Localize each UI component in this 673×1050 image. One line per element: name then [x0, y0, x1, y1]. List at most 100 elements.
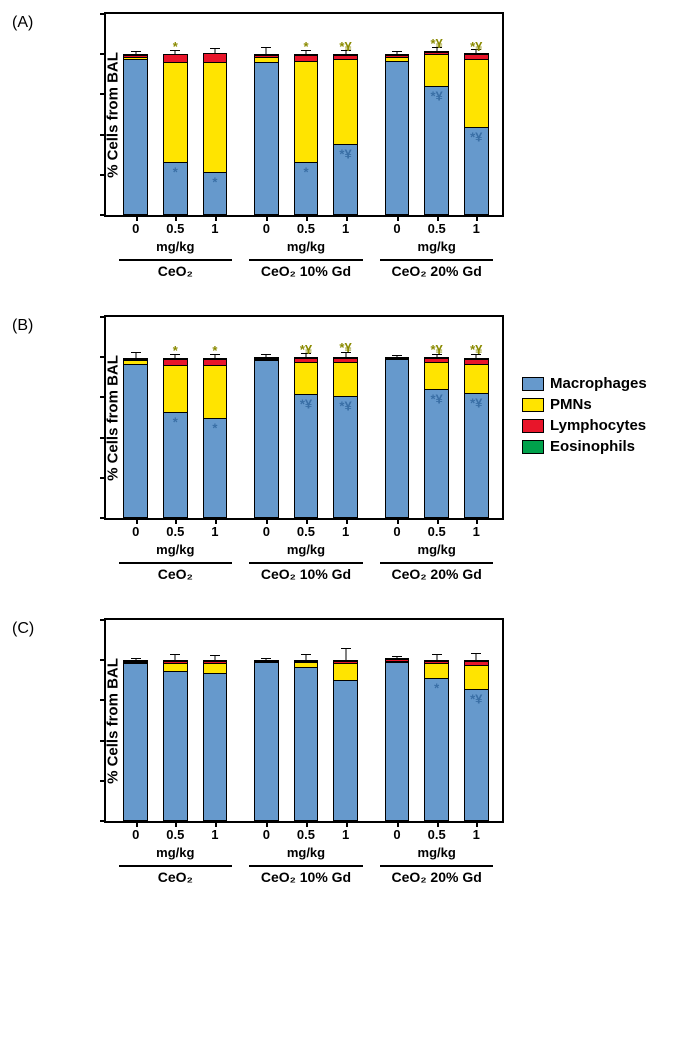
bar-segment-pmns: [294, 61, 319, 162]
bar-segment-pmns: [203, 365, 228, 418]
group-underline: [249, 562, 363, 564]
x-sub-label: mg/kg: [287, 239, 325, 254]
group-label: CeO₂ 10% Gd: [261, 566, 351, 582]
error-bar: [214, 656, 215, 660]
bar: *¥*¥: [333, 317, 358, 518]
bar: *¥*¥: [464, 317, 489, 518]
bar: *¥*¥: [424, 14, 449, 215]
error-cap: [392, 656, 402, 657]
bar: [385, 317, 410, 518]
x-tick-label: 1: [211, 221, 218, 236]
x-tick-label: 1: [211, 827, 218, 842]
bar: *¥: [464, 620, 489, 821]
bar-segment-lymphocytes: [424, 52, 449, 54]
y-tick-label: 25: [0, 470, 98, 485]
error-cap: [170, 654, 180, 655]
x-tick-label: 1: [473, 827, 480, 842]
significance-marker: *¥: [430, 36, 442, 51]
error-cap: [301, 654, 311, 655]
group-underline: [249, 259, 363, 261]
bar-segment-pmns: [203, 62, 228, 171]
legend-label: Lymphocytes: [550, 417, 646, 434]
y-tick-label: 100: [0, 653, 98, 668]
bar-segment-pmns: [464, 364, 489, 393]
x-tick-label: 0.5: [166, 827, 184, 842]
y-axis-label: % Cells from BAL: [104, 52, 121, 178]
legend-label: Eosinophils: [550, 438, 635, 455]
bar: [203, 620, 228, 821]
y-tick-label: 125: [0, 613, 98, 628]
y-tick: [100, 517, 106, 519]
bar-segment-macrophages: [424, 389, 449, 518]
bar-segment-macrophages: [464, 393, 489, 518]
group-label: CeO₂ 10% Gd: [261, 869, 351, 885]
legend-swatch: [522, 419, 544, 433]
x-tick-label: 0.5: [297, 827, 315, 842]
significance-marker: *¥: [470, 395, 482, 410]
bar: [163, 620, 188, 821]
bar-segment-macrophages: [424, 86, 449, 215]
panel-row: (A)0255075100125% Cells from BAL0**0.5*1…: [12, 12, 661, 287]
x-tick-label: 0.5: [166, 221, 184, 236]
bar-segment-macrophages: [385, 61, 410, 215]
x-tick-label: 0: [263, 827, 270, 842]
bar-segment-lymphocytes: [333, 55, 358, 59]
error-bar: [397, 657, 398, 659]
bar-segment-lymphocytes: [424, 661, 449, 663]
x-tick-label: 1: [473, 221, 480, 236]
bar: [385, 620, 410, 821]
group-label: CeO₂: [158, 869, 193, 885]
bar: [123, 317, 148, 518]
significance-marker: *¥: [430, 392, 442, 407]
bar: *¥*¥: [333, 14, 358, 215]
bar-segment-pmns: [123, 662, 148, 664]
bar-segment-macrophages: [294, 394, 319, 518]
significance-marker: *¥: [470, 39, 482, 54]
bar-segment-macrophages: [254, 62, 279, 215]
bar-segment-macrophages: [424, 678, 449, 821]
significance-marker: *¥: [339, 340, 351, 355]
bar-segment-pmns: [424, 663, 449, 677]
bar-segment-lymphocytes: [464, 661, 489, 665]
bar-segment-pmns: [424, 362, 449, 389]
bar-segment-lymphocytes: [464, 359, 489, 364]
error-cap: [261, 658, 271, 659]
group-label: CeO₂ 20% Gd: [392, 263, 482, 279]
bar-segment-lymphocytes: [385, 55, 410, 57]
bar-segment-lymphocytes: [333, 661, 358, 663]
bar-segment-pmns: [464, 59, 489, 127]
bar-segment-pmns: [424, 54, 449, 86]
bar-segment-lymphocytes: [163, 54, 188, 62]
x-tick-label: 0: [132, 221, 139, 236]
error-bar: [397, 356, 398, 358]
group-underline: [119, 259, 233, 261]
bar: [294, 620, 319, 821]
bar-segment-macrophages: [254, 360, 279, 518]
bar-segment-macrophages: [254, 662, 279, 821]
x-sub-label: mg/kg: [287, 845, 325, 860]
y-tick-label: 25: [0, 167, 98, 182]
x-tick-label: 1: [342, 524, 349, 539]
y-tick-label: 0: [0, 511, 98, 526]
bar: [254, 620, 279, 821]
legend-item: PMNs: [522, 396, 647, 413]
group-label: CeO₂: [158, 263, 193, 279]
error-bar: [397, 52, 398, 54]
error-cap: [471, 653, 481, 654]
bar-segment-pmns: [464, 665, 489, 689]
y-tick-label: 75: [0, 693, 98, 708]
bar-segment-pmns: [203, 663, 228, 673]
bar: [123, 14, 148, 215]
bar-segment-pmns: [294, 662, 319, 667]
bar-segment-lymphocytes: [254, 55, 279, 57]
significance-marker: *: [303, 39, 308, 54]
bar-segment-lymphocytes: [203, 661, 228, 663]
x-tick-label: 1: [211, 524, 218, 539]
error-bar: [135, 52, 136, 54]
x-tick-label: 0: [393, 221, 400, 236]
group-label: CeO₂: [158, 566, 193, 582]
legend: MacrophagesPMNsLymphocytesEosinophils: [522, 375, 647, 459]
bar-segment-lymphocytes: [424, 358, 449, 362]
bar-segment-macrophages: [464, 689, 489, 821]
y-tick-label: 125: [0, 310, 98, 325]
